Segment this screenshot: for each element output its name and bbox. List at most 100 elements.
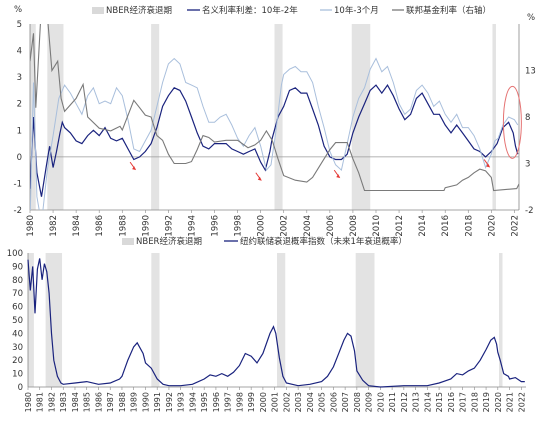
y-left-tick-label: 4 — [17, 47, 22, 57]
x-tick-label-2: 2011 — [388, 392, 397, 412]
y-tick-label-2: 70 — [12, 289, 23, 299]
x-tick-label-2: 1999 — [247, 392, 256, 412]
x-tick-label-2: 2013 — [412, 392, 421, 412]
x-tick-label-2: 1995 — [200, 392, 209, 412]
x-tick-label-2: 1980 — [24, 392, 33, 412]
recession-band-5 — [492, 24, 496, 210]
x-tick-label-2: 2007 — [341, 392, 350, 412]
x-tick-label-2: 2000 — [259, 392, 268, 412]
x-tick-label-2: 2002 — [282, 392, 291, 412]
y-tick-label-2: 90 — [12, 262, 23, 272]
y-left-tick-label: -1 — [14, 179, 22, 189]
x-tick-label-2: 2012 — [400, 392, 409, 412]
x-tick-label: 1992 — [164, 215, 174, 237]
x-tick-label-2: 2018 — [470, 392, 479, 412]
x-tick-label-2: 1990 — [141, 392, 150, 412]
y-left-tick-label: -2 — [14, 206, 22, 216]
x-tick-label-2: 2008 — [353, 392, 362, 412]
x-tick-label: 2006 — [326, 215, 336, 237]
recession-signal-arrowhead-2 — [336, 174, 341, 179]
x-tick-label: 2014 — [418, 215, 428, 237]
x-tick-label-2: 1983 — [59, 392, 68, 412]
x-tick-label: 2010 — [372, 215, 382, 237]
x-tick-label: 2002 — [280, 215, 290, 237]
legend-label-probability: 纽约联储衰退概率指数（未来1年衰退概率） — [240, 236, 407, 247]
x-tick-label-2: 1991 — [153, 392, 162, 412]
y-left-unit: % — [14, 5, 22, 15]
y-left-tick-label: 0 — [17, 153, 22, 163]
legend-swatch-recession-2 — [122, 238, 134, 245]
x-tick-label-2: 1998 — [235, 392, 244, 412]
x-tick-label-2: 1987 — [106, 392, 115, 412]
x-tick-label-2: 1989 — [130, 392, 139, 412]
y-tick-label-2: 10 — [12, 370, 23, 380]
recession-band-2 — [151, 24, 160, 210]
recession-band-2-5 — [498, 253, 503, 387]
y-right-tick-label: 3 — [525, 160, 530, 170]
y-tick-label-2: 100 — [7, 249, 23, 259]
y-tick-label-2: 30 — [12, 343, 23, 353]
recession-band-2-3 — [277, 253, 286, 387]
x-tick-label-2: 2005 — [318, 392, 327, 412]
y-tick-label-2: 50 — [12, 316, 23, 326]
x-tick-label: 1990 — [141, 215, 151, 237]
y-left-tick-label: 2 — [17, 100, 22, 110]
recession-band-2-0 — [28, 253, 34, 387]
x-tick-label-2: 1981 — [36, 392, 45, 412]
legend-label-recession: NBER经济衰退期 — [106, 5, 172, 16]
y-left-tick-label: 5 — [17, 20, 22, 30]
x-tick-label-2: 2010 — [376, 392, 385, 412]
x-tick-label: 2012 — [395, 215, 405, 237]
x-tick-label-2: 1986 — [94, 392, 103, 412]
x-tick-label: 1982 — [49, 215, 59, 237]
y-right-tick-label: -2 — [525, 206, 533, 216]
y-right-unit: % — [527, 13, 535, 23]
x-tick-label: 2018 — [464, 215, 474, 237]
x-tick-label-2: 2021 — [506, 392, 515, 412]
recession-signal-arrowhead-1 — [257, 176, 262, 181]
recession-band-4 — [351, 24, 371, 210]
recession-band-1 — [47, 24, 64, 210]
highlight-ellipse — [502, 85, 522, 159]
x-tick-label-2: 1982 — [47, 392, 56, 412]
x-tick-label-2: 1992 — [165, 392, 174, 412]
series-line-probability — [27, 258, 525, 388]
series-line-2 — [30, 24, 519, 192]
x-tick-label-2: 2015 — [435, 392, 444, 412]
x-tick-label: 1996 — [211, 215, 221, 237]
x-tick-label-2: 1984 — [71, 392, 80, 412]
x-tick-label-2: 2017 — [459, 392, 468, 412]
recession-signal-arrowhead-3 — [486, 163, 491, 168]
x-tick-label: 1986 — [95, 215, 105, 237]
x-tick-label-2: 2004 — [306, 392, 315, 412]
series-line-1 — [30, 57, 519, 210]
x-tick-label: 1998 — [234, 215, 244, 237]
y-left-tick-label: 3 — [17, 73, 22, 83]
y-tick-label-2: 80 — [12, 276, 23, 286]
x-tick-label: 1984 — [72, 215, 82, 237]
x-tick-label: 1994 — [187, 215, 197, 237]
legend-swatch-recession — [92, 7, 104, 14]
recession-band-2-1 — [45, 253, 63, 387]
recession-band-2-4 — [355, 253, 375, 387]
x-tick-label-2: 2019 — [482, 392, 491, 412]
series-line-0 — [30, 83, 519, 197]
x-tick-label-2: 2022 — [517, 392, 526, 412]
x-tick-label: 2000 — [257, 215, 267, 237]
y-tick-label-2: 20 — [12, 356, 23, 366]
recession-signal-arrowhead-0 — [132, 166, 137, 171]
x-tick-label-2: 1993 — [177, 392, 186, 412]
x-tick-label: 1980 — [26, 215, 36, 237]
y-tick-label-2: 60 — [12, 303, 23, 313]
y-right-tick-label: 8 — [525, 113, 530, 123]
legend-label-recession-2: NBER经济衰退期 — [136, 236, 202, 247]
x-tick-label-2: 2014 — [423, 392, 432, 412]
x-tick-label: 2008 — [349, 215, 359, 237]
x-tick-label-2: 2020 — [494, 392, 503, 412]
legend-label-fed-funds: 联邦基金利率（右轴） — [406, 5, 491, 16]
x-tick-label-2: 2016 — [447, 392, 456, 412]
x-tick-label: 1988 — [118, 215, 128, 237]
x-tick-label-2: 1988 — [118, 392, 127, 412]
